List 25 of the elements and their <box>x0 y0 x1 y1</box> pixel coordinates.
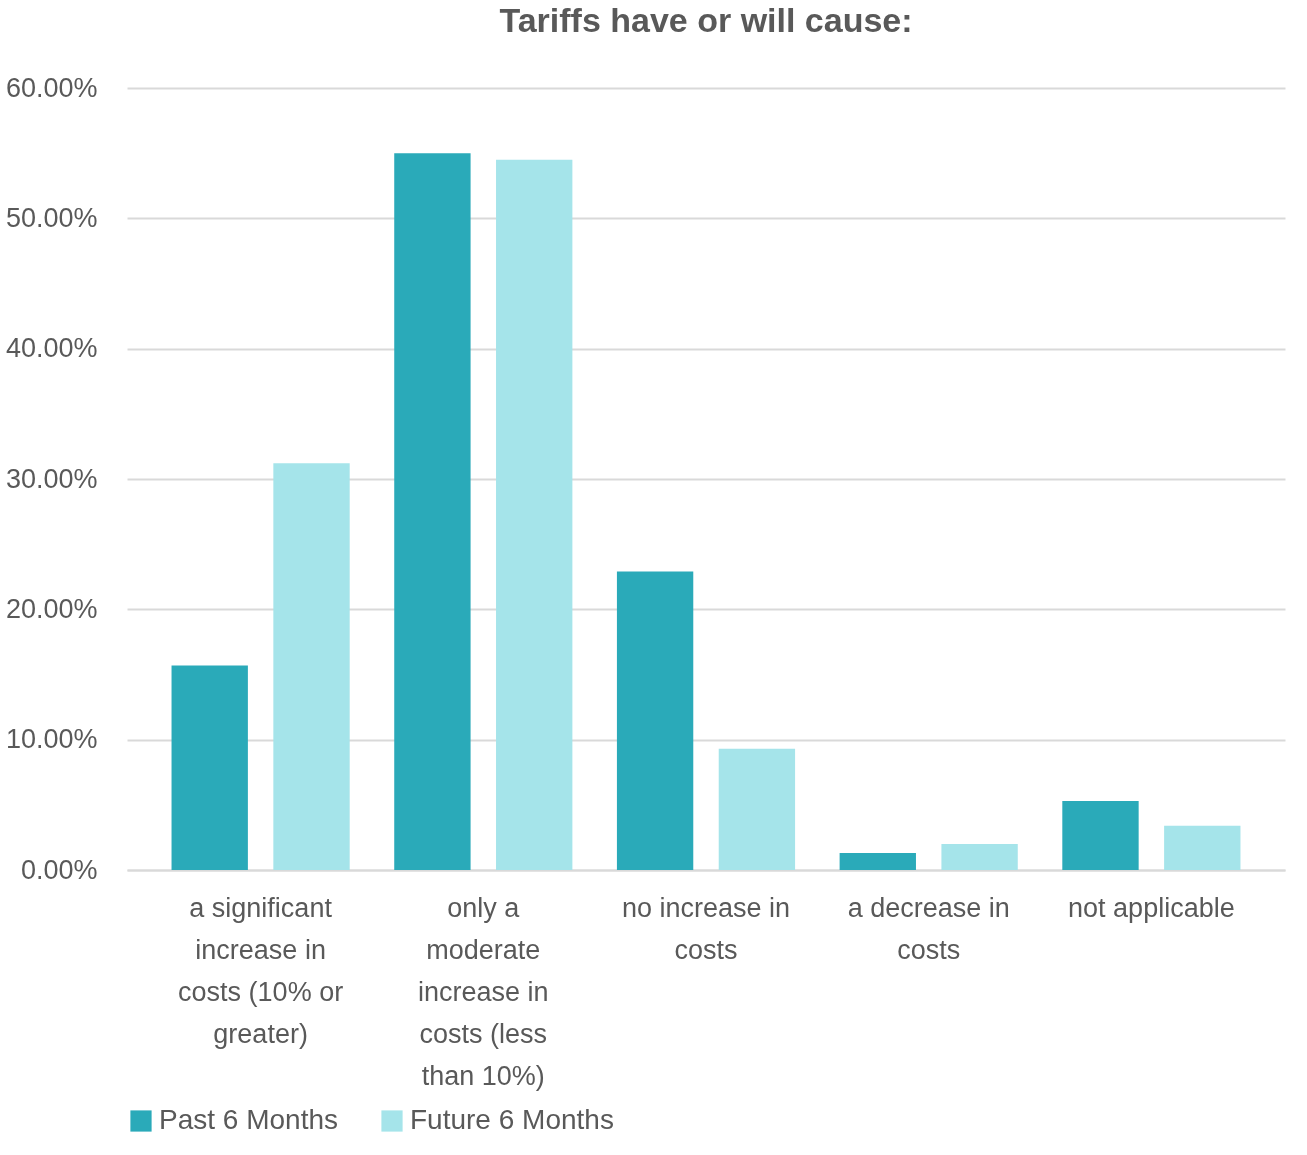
x-tick-label: a decrease in costs <box>847 892 1010 965</box>
legend-label: Past 6 Months <box>159 1104 338 1135</box>
bar <box>496 159 573 870</box>
bar <box>941 843 1018 870</box>
bar <box>273 463 350 870</box>
y-tick-label: 20.00% <box>5 593 98 624</box>
y-tick-label: 30.00% <box>5 463 98 494</box>
y-tick-label: 0.00% <box>20 854 98 885</box>
y-tick-label: 40.00% <box>5 333 98 364</box>
bar <box>1062 800 1139 870</box>
y-tick-label: 50.00% <box>5 202 98 233</box>
x-tick-label: a significant increase in costs (10% or greater) <box>178 892 344 1049</box>
bar <box>171 665 248 870</box>
bar <box>718 748 796 870</box>
x-tick-label: no increase in costs <box>621 892 791 965</box>
bar <box>839 853 916 870</box>
y-tick-label: 60.00% <box>5 72 98 103</box>
bar <box>616 571 694 870</box>
chart-title: Tariffs have or will cause: <box>499 1 913 39</box>
legend-label: Future 6 Months <box>410 1104 614 1135</box>
y-tick-label: 10.00% <box>5 724 98 755</box>
bar <box>394 153 471 870</box>
x-tick-label: only a moderate increase in costs (less than 10%) <box>418 892 549 1091</box>
bar <box>1164 825 1241 870</box>
x-tick-label: not applicable <box>1068 892 1235 923</box>
